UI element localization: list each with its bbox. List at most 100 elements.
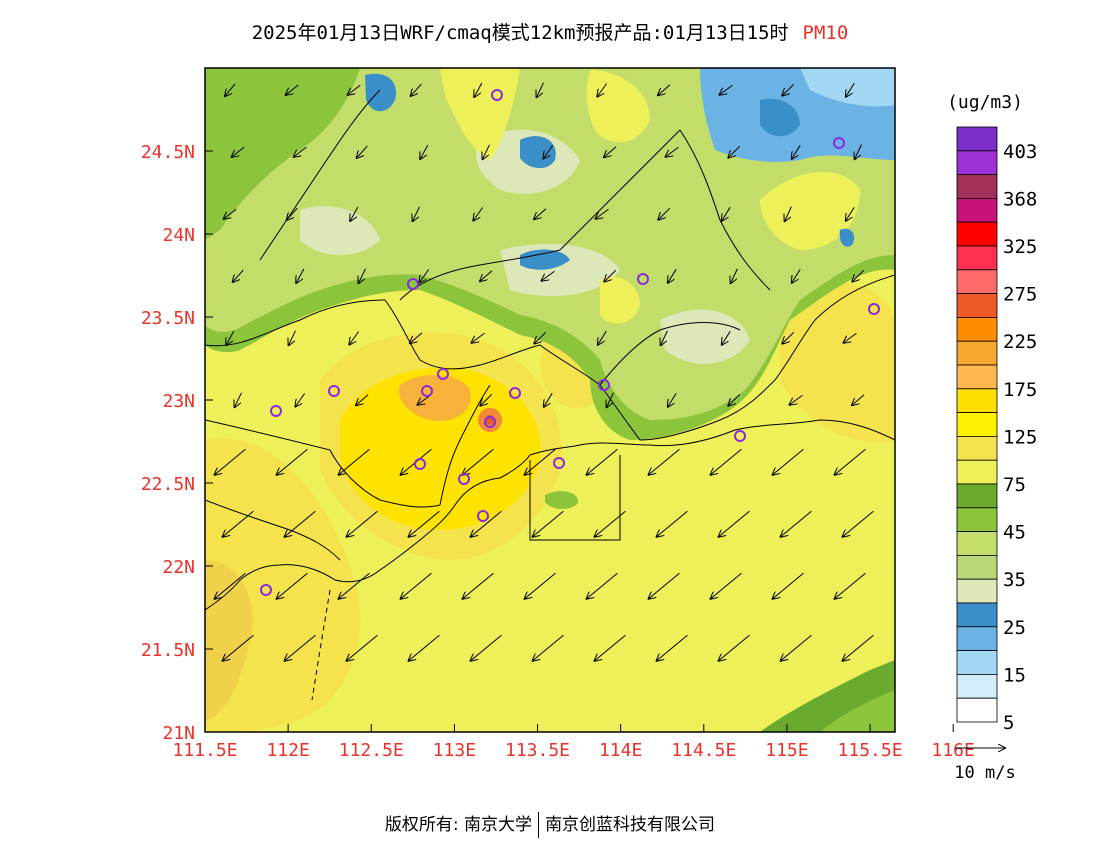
wind-arrow <box>356 394 369 405</box>
y-tick-label: 24N <box>162 225 195 246</box>
hong-kong-boundary <box>529 455 621 541</box>
colorbar-label: 125 <box>1003 426 1037 448</box>
wind-arrow <box>215 572 246 598</box>
x-tick-label: 114.5E <box>671 740 736 761</box>
monitoring-stations <box>260 89 880 596</box>
colorbar-unit: (ug/m3) <box>947 92 1023 113</box>
station-marker <box>833 137 845 149</box>
wind-arrow <box>533 510 564 536</box>
x-tick-label: 112E <box>266 740 309 761</box>
colorbar-swatch <box>956 555 998 580</box>
wind-arrow <box>835 448 866 474</box>
wind-arrow <box>232 146 245 157</box>
wind-arrow <box>855 144 862 159</box>
wind-arrow <box>773 448 804 474</box>
field-hotspot-a <box>399 374 471 421</box>
y-tick-label: 22.5N <box>141 474 195 495</box>
station-marker <box>509 387 521 399</box>
y-axis: 21N 21.5N 22N 22.5N 23N 23.5N 24N 24.5N <box>141 142 213 744</box>
wind-arrow <box>347 634 378 660</box>
y-tick-label: 21.5N <box>141 640 195 661</box>
wind-arrow <box>542 270 555 280</box>
county-line-d <box>399 249 561 301</box>
wind-arrow <box>595 634 626 660</box>
wind-arrow <box>224 208 237 219</box>
colorbar-label: 368 <box>1003 188 1037 210</box>
colorbar-label: 175 <box>1003 379 1037 401</box>
y-tick-label: 21N <box>162 723 195 744</box>
field-inner-yellow <box>600 276 640 324</box>
wind-arrow <box>657 634 688 660</box>
wind-arrow <box>223 634 254 660</box>
wind-arrow <box>480 270 493 281</box>
wind-arrow <box>289 330 296 345</box>
wind-arrow <box>543 145 554 158</box>
y-tick-label: 23.5N <box>141 308 195 329</box>
colorbar-swatch <box>956 626 998 651</box>
wind-arrow <box>349 331 360 344</box>
colorbar-swatch <box>956 245 998 271</box>
wind-arrow <box>233 269 244 282</box>
colorbar-swatch <box>956 150 998 176</box>
colorbar-swatch <box>956 126 998 152</box>
wind-arrow <box>235 392 242 407</box>
wind-arrow <box>223 510 254 536</box>
field-se-green-b <box>820 690 895 732</box>
x-tick-label: 113.5E <box>505 740 570 761</box>
colorbar-swatch <box>956 650 998 675</box>
colorbar-label: 75 <box>1003 474 1026 496</box>
wind-arrow <box>534 208 547 219</box>
colorbar-swatch <box>956 197 998 223</box>
colorbar-swatch <box>956 269 998 294</box>
wind-arrow <box>419 269 430 282</box>
wind-arrow <box>719 510 750 536</box>
wind-arrow <box>607 392 614 407</box>
colorbar-swatch <box>956 316 998 342</box>
footer-separator <box>538 812 540 838</box>
wind-arrow <box>658 84 671 95</box>
wind-arrow <box>785 206 792 221</box>
station-marker <box>407 278 419 290</box>
wind-vectors <box>215 82 874 661</box>
wind-arrow <box>286 84 299 95</box>
wind-arrow <box>413 206 420 221</box>
wind-arrow <box>852 270 865 281</box>
wind-arrow <box>835 572 866 598</box>
station-marker <box>868 303 880 315</box>
footer-left: 版权所有: 南京大学 <box>384 815 533 835</box>
x-tick-label: 115E <box>765 740 808 761</box>
wind-arrow <box>722 206 731 221</box>
wind-arrow <box>474 82 483 97</box>
wind-arrow <box>728 394 741 405</box>
wind-arrow <box>843 634 874 660</box>
station-marker <box>260 584 272 596</box>
county-line-g <box>679 129 771 291</box>
colorbar-swatch <box>956 412 998 437</box>
colorbar-swatch <box>956 388 998 413</box>
wind-arrow <box>661 330 668 345</box>
county-line-f <box>259 89 381 261</box>
wind-arrow <box>472 332 485 342</box>
wind-arrow <box>285 510 316 536</box>
wind-arrow <box>781 510 812 536</box>
county-line-a <box>205 419 331 451</box>
colorbar-label: 325 <box>1003 236 1037 258</box>
station-marker <box>598 379 610 391</box>
wind-arrow <box>722 330 731 345</box>
colorbar: (ug/m3) 403 368 325 275 225 175 125 75 45 35 25 15 5 <box>947 92 1037 734</box>
wind-arrow <box>773 572 804 598</box>
field-north-yellow-b <box>586 70 650 143</box>
field-pale-c <box>300 206 380 255</box>
colorbar-swatch <box>956 483 998 509</box>
wind-arrow <box>782 332 795 343</box>
station-marker <box>270 405 282 417</box>
pollutant-label: PM10 <box>802 22 849 44</box>
colorbar-label: 35 <box>1003 569 1026 591</box>
colorbar-label: 5 <box>1003 712 1014 734</box>
station-marker <box>328 385 340 397</box>
colorbar-label: 275 <box>1003 284 1037 306</box>
wind-arrow <box>347 510 378 536</box>
wind-arrow <box>411 83 422 96</box>
wind-arrow <box>649 448 680 474</box>
footer: 版权所有: 南京大学 南京创蓝科技有限公司 <box>0 810 1100 838</box>
